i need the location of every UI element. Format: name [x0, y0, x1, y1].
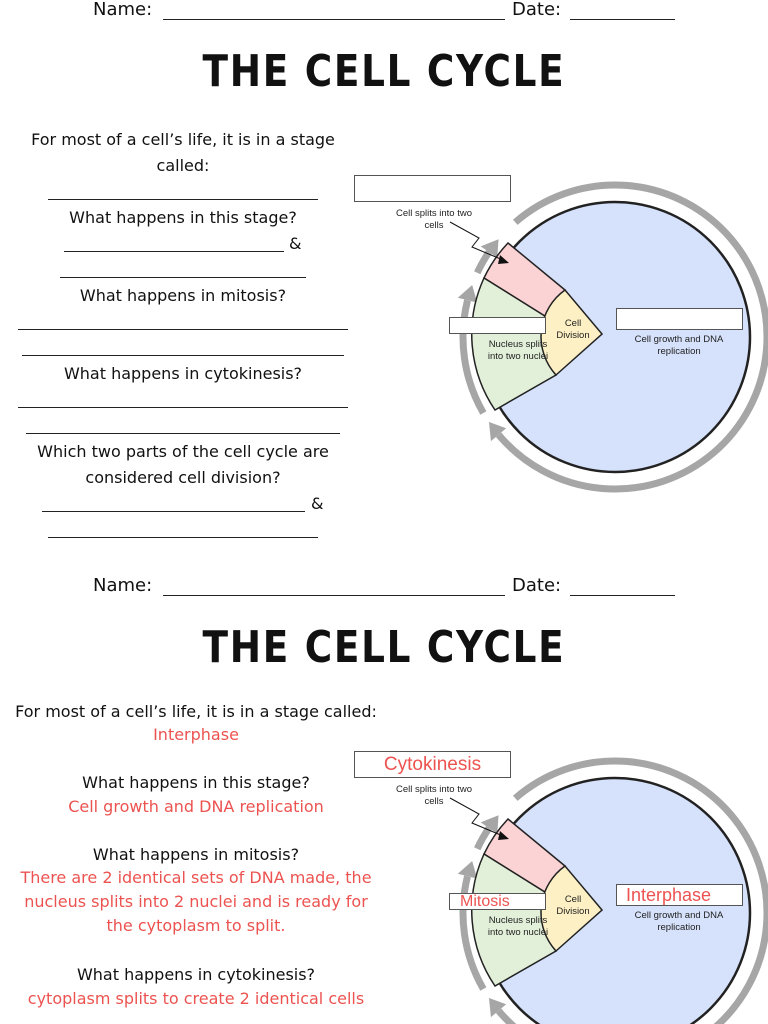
growth-label: Cell growth and DNA replication: [634, 334, 724, 357]
arrow-head: [488, 421, 507, 442]
question: Which two parts of the cell cycle are co…: [37, 442, 329, 487]
question: For most of a cell’s life, it is in a st…: [15, 702, 377, 721]
date-label: Date:: [512, 575, 562, 596]
arrow-head: [480, 239, 499, 258]
cycle-arrow: [474, 250, 492, 275]
ampersand: &: [289, 234, 302, 253]
answer-blank: [42, 511, 305, 512]
cycle-arrow: [474, 826, 492, 851]
question: What happens in cytokinesis?: [76, 965, 316, 984]
cycle-arrow: [495, 757, 768, 1024]
nucleus-label: Nucleus splits into two nuclei: [487, 915, 549, 938]
question: What happens in cytokinesis?: [63, 364, 303, 383]
split-label: Cell splits into two cells: [395, 208, 473, 231]
cycle-arrow: [459, 299, 487, 415]
answer-blank: [60, 277, 306, 278]
answer: There are 2 identical sets of DNA made, …: [20, 868, 372, 935]
answer: Cell growth and DNA replication: [68, 797, 324, 816]
growth-label: Cell growth and DNA replication: [634, 910, 724, 933]
cycle-arrow: [495, 181, 768, 493]
division-label: Cell Division: [556, 318, 590, 341]
split-pointer: [449, 221, 504, 261]
date-label: Date:: [512, 0, 562, 20]
question: What happens in mitosis?: [92, 845, 300, 864]
split-label: Cell splits into two cells: [395, 784, 473, 807]
mitosis-box: Mitosis: [449, 893, 546, 910]
cytokinesis-box: Cytokinesis: [354, 751, 511, 778]
title: THE CELL CYCLE: [202, 622, 566, 673]
pointer-head: [498, 831, 509, 840]
answer-blank: [18, 329, 348, 330]
answer-blank: [48, 199, 318, 200]
blank-box: [354, 175, 511, 202]
ampersand: &: [311, 494, 324, 513]
answer-blank: [64, 251, 284, 252]
division-label: Cell Division: [556, 894, 590, 917]
answer: cytoplasm splits to create 2 identical c…: [27, 989, 365, 1008]
date-blank: [570, 19, 675, 20]
blank-box: [449, 317, 546, 334]
question: What happens in this stage?: [69, 208, 297, 227]
name-blank: [163, 595, 505, 596]
blank-box: [616, 308, 743, 330]
name-label: Name:: [93, 0, 153, 20]
title: THE CELL CYCLE: [202, 46, 566, 97]
answer-blank: [18, 407, 348, 408]
cycle-arrow: [459, 875, 487, 991]
arrow-head: [480, 815, 499, 834]
pointer-head: [498, 255, 509, 264]
arrow-head: [457, 285, 478, 303]
arrow-head: [488, 997, 507, 1018]
arrow-head: [457, 861, 478, 879]
question: For most of a cell’s life, it is in a st…: [31, 130, 335, 175]
question: What happens in this stage?: [82, 773, 310, 792]
answer-blank: [48, 537, 318, 538]
split-pointer: [449, 797, 504, 837]
date-blank: [570, 595, 675, 596]
answer-blank: [26, 433, 340, 434]
name-blank: [163, 19, 505, 20]
name-label: Name:: [93, 575, 153, 596]
nucleus-label: Nucleus splits into two nuclei: [487, 339, 549, 362]
interphase-box: Interphase: [616, 884, 743, 906]
question: What happens in mitosis?: [79, 286, 287, 305]
answer: Interphase: [153, 725, 239, 744]
answer-blank: [22, 355, 344, 356]
